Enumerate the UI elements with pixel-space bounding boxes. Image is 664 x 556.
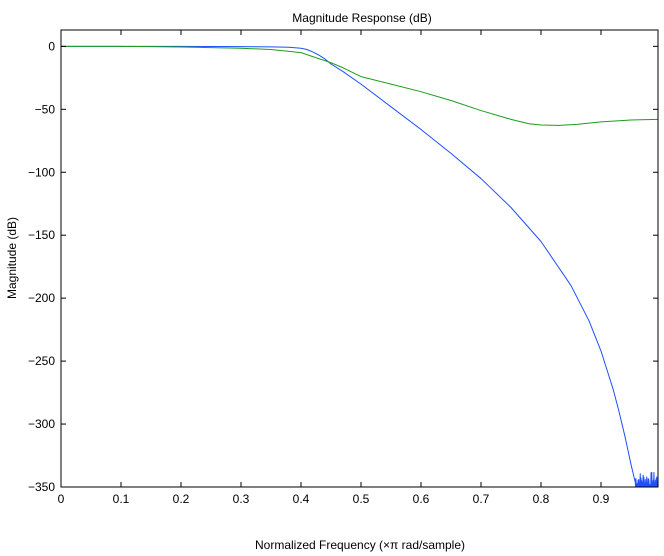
x-tick-label: 0.1 [113, 492, 130, 506]
x-tick-label: 0.7 [473, 492, 490, 506]
x-axis-label: Normalized Frequency (×π rad/sample) [255, 538, 465, 552]
x-tick-label: 0.9 [593, 492, 610, 506]
y-tick-label: −200 [28, 291, 55, 305]
y-tick-label: −50 [35, 102, 56, 116]
x-tick-label: 0.8 [533, 492, 550, 506]
x-tick-label: 0.6 [413, 492, 430, 506]
x-tick-label: 0.5 [353, 492, 370, 506]
series-line-2 [61, 45, 658, 126]
y-tick-label: −250 [28, 354, 55, 368]
y-axis-label: Magnitude (dB) [5, 217, 19, 299]
chart-title: Magnitude Response (dB) [292, 11, 431, 25]
axes-background [61, 30, 658, 487]
x-tick-label: 0.3 [233, 492, 250, 506]
y-tick-label: −350 [28, 480, 55, 494]
y-tick-label: −100 [28, 165, 55, 179]
y-tick-label: −150 [28, 228, 55, 242]
y-axis-ticks: 0 −50 −100 −150 −200 −250 −300 −350 [28, 39, 658, 494]
axes-frame [60, 29, 659, 488]
plot-area: 0 0.1 0.2 0.3 0.4 0.5 0.6 0.7 0.8 0.9 0 −50 −100 −15… [28, 29, 659, 506]
x-tick-label: 0 [58, 492, 65, 506]
y-tick-label: −300 [28, 417, 55, 431]
x-axis-ticks: 0 0.1 0.2 0.3 0.4 0.5 0.6 0.7 0.8 0.9 [58, 30, 610, 506]
series-layer [61, 45, 658, 487]
x-tick-label: 0.2 [173, 492, 190, 506]
x-tick-label: 0.4 [293, 492, 310, 506]
y-tick-label: 0 [48, 39, 55, 53]
series-line-1 [61, 45, 658, 487]
